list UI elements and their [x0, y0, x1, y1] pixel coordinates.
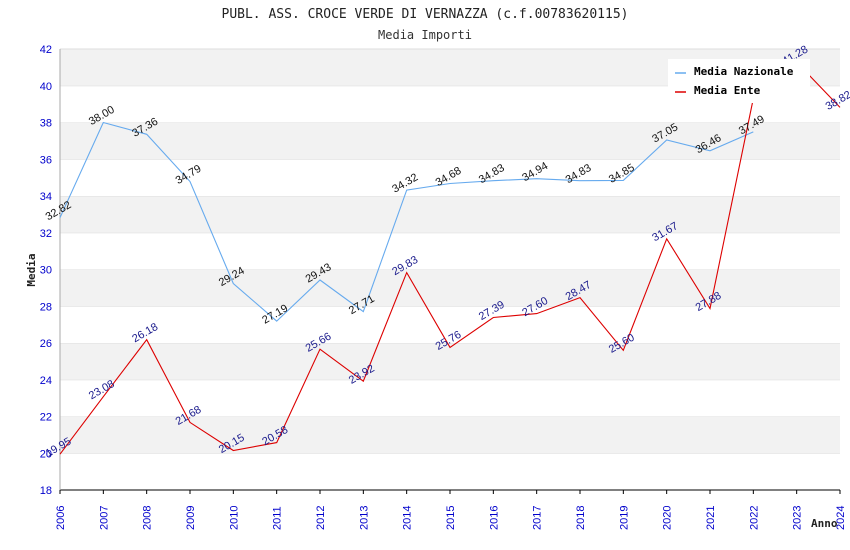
y-tick-label: 20	[40, 448, 52, 460]
chart-subtitle: Media Importi	[378, 28, 472, 42]
y-tick-label: 42	[40, 44, 52, 56]
series-line-ente	[59, 61, 841, 455]
x-tick-label: 2008	[142, 506, 154, 530]
y-tick-label: 32	[40, 228, 52, 240]
x-axis-ticks: 2006 2007 2008 2009 2010 2011 2012 2013 2014 2015…	[55, 490, 847, 530]
y-tick-label: 26	[40, 338, 52, 350]
series-line-nazionale	[59, 121, 754, 322]
grid-band	[60, 379, 840, 417]
x-tick-label: 2020	[662, 506, 674, 530]
y-tick-label: 38	[40, 118, 52, 130]
x-tick-label: 2017	[532, 506, 544, 530]
grid-band	[60, 306, 840, 343]
grid-band	[60, 122, 840, 160]
grid-band	[60, 159, 840, 196]
x-tick-label: 2013	[358, 506, 370, 530]
x-tick-label: 2022	[748, 506, 760, 530]
y-tick-label: 18	[40, 485, 52, 497]
legend: Media Nazionale Media Ente	[668, 59, 810, 103]
grid-band	[60, 453, 840, 490]
y-tick-label: 30	[40, 265, 52, 277]
series-lines	[59, 61, 841, 455]
x-tick-label: 2018	[575, 506, 587, 530]
grid-band	[60, 343, 840, 380]
legend-background	[668, 59, 810, 103]
x-tick-label: 2016	[488, 506, 500, 530]
y-tick-label: 36	[40, 154, 52, 166]
x-tick-label: 2021	[705, 506, 717, 530]
grid-band	[60, 232, 840, 270]
x-tick-label: 2006	[55, 506, 67, 530]
legend-label-ente: Media Ente	[694, 84, 761, 97]
y-tick-label: 28	[40, 301, 52, 313]
x-tick-label: 2007	[98, 506, 110, 530]
y-tick-label: 22	[40, 412, 52, 424]
x-tick-label: 2010	[228, 506, 240, 530]
x-tick-label: 2023	[792, 506, 804, 530]
chart-title: PUBL. ASS. CROCE VERDE DI VERNAZZA (c.f.…	[222, 7, 629, 22]
x-tick-label: 2024	[835, 506, 847, 530]
y-axis-label: Media	[25, 253, 38, 286]
y-tick-label: 24	[40, 375, 52, 387]
x-tick-label: 2009	[185, 506, 197, 530]
x-tick-label: 2014	[402, 506, 414, 530]
x-tick-label: 2012	[315, 506, 327, 530]
legend-label-nazionale: Media Nazionale	[694, 65, 794, 78]
y-axis-ticks: 18 20 22 24 26 28 30 32 34 36 38 40 42	[40, 44, 52, 497]
x-tick-label: 2019	[618, 506, 630, 530]
grid-band	[60, 269, 840, 307]
x-tick-label: 2011	[272, 506, 284, 530]
y-tick-label: 40	[40, 81, 52, 93]
grid-band	[60, 196, 840, 233]
y-tick-label: 34	[40, 191, 52, 203]
x-tick-label: 2015	[445, 506, 457, 530]
x-axis-label: Anno	[811, 517, 838, 530]
